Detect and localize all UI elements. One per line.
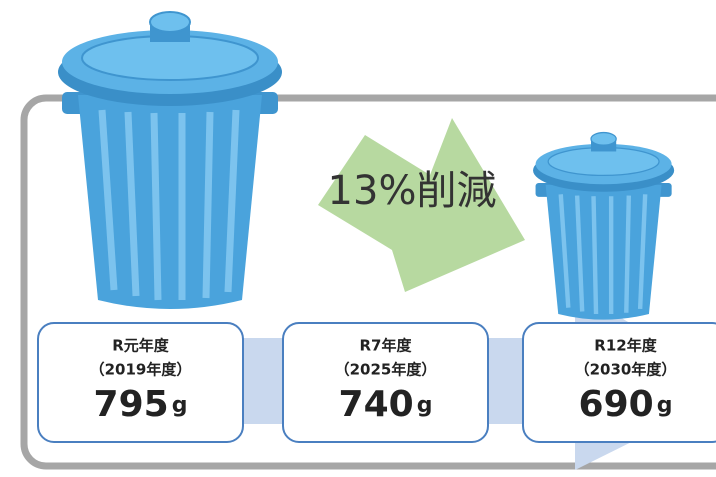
year-label: R12年度 — [594, 337, 657, 355]
connector — [240, 338, 288, 424]
year-label: R元年度 — [112, 337, 170, 355]
year-sublabel: （2030年度） — [575, 361, 677, 379]
amount-value: 795 — [94, 384, 169, 425]
year-label: R7年度 — [360, 337, 413, 355]
amount-unit: g — [417, 393, 433, 418]
reduction-label: 13%削減 — [328, 168, 497, 214]
amount-value: 740 — [339, 384, 414, 425]
amount-unit: g — [657, 393, 673, 418]
year-sublabel: （2019年度） — [90, 361, 192, 379]
connector — [484, 338, 528, 424]
amount-value: 690 — [579, 384, 654, 425]
amount-unit: g — [172, 393, 188, 418]
year-sublabel: （2025年度） — [335, 361, 437, 379]
infographic: 13%削減 R元年度（2019年度）795gR7年度（2025年度）740gR1… — [0, 0, 716, 477]
